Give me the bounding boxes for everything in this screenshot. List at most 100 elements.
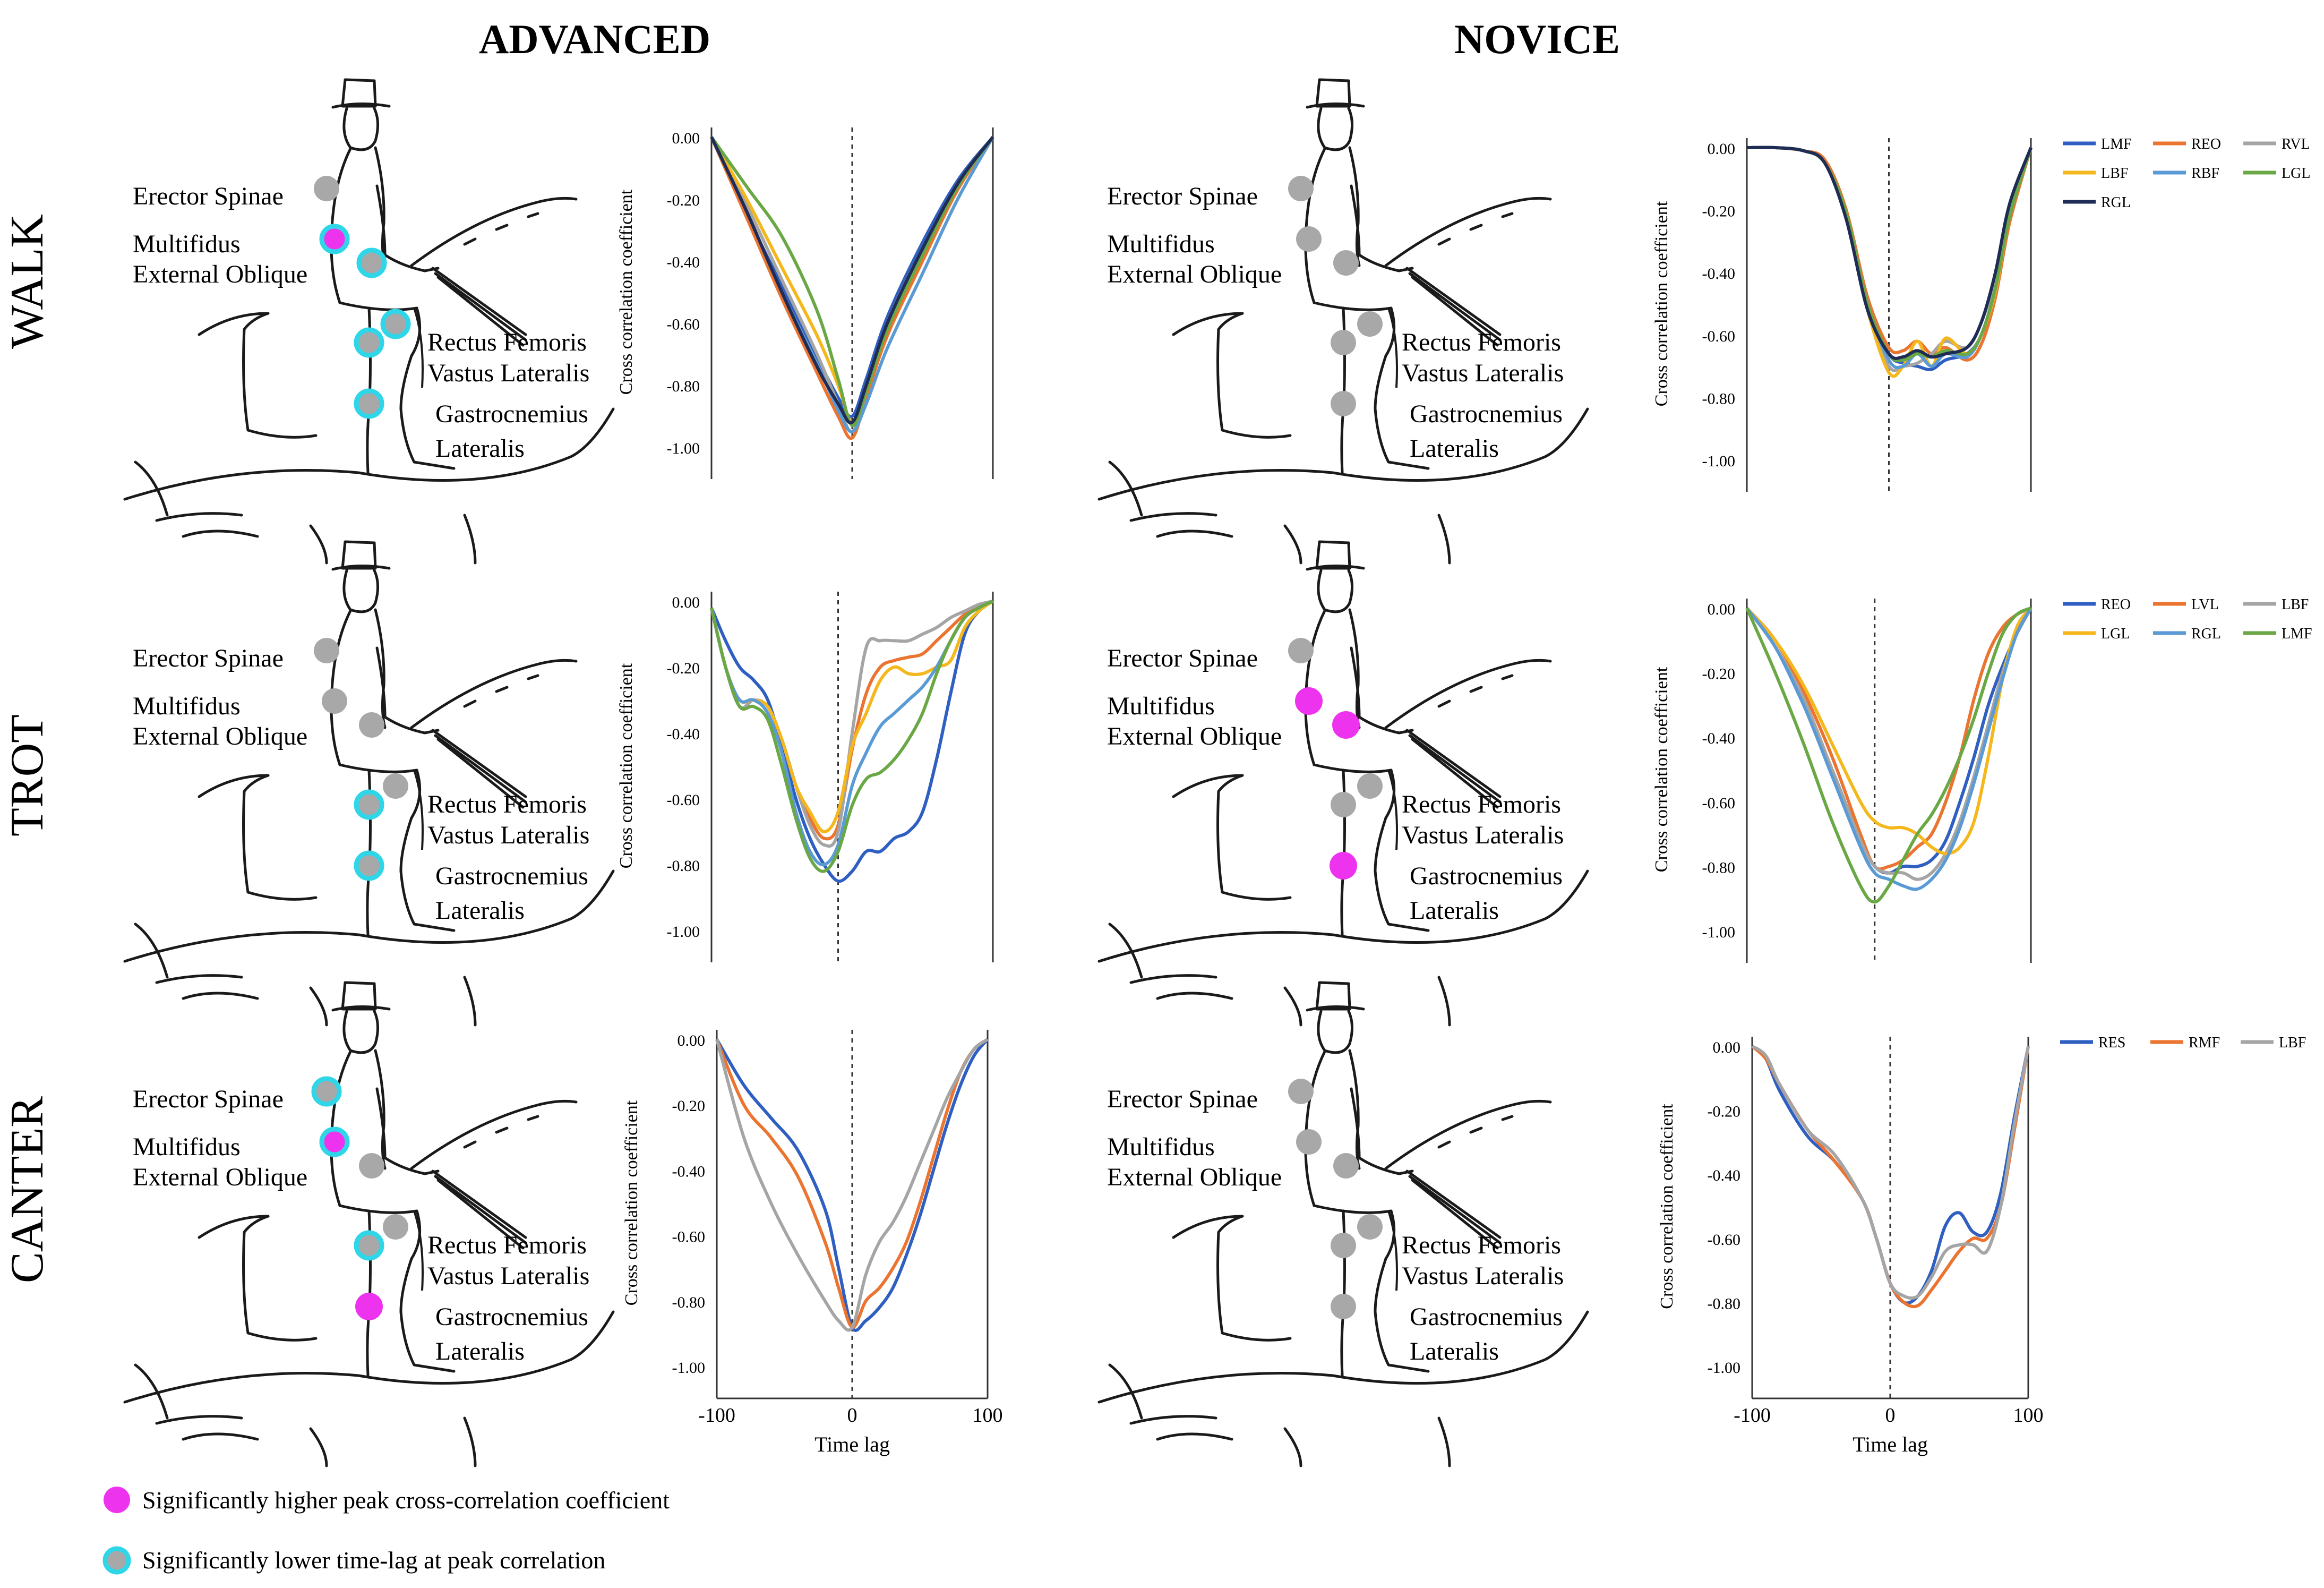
chart-trot_novice: 0.00 -0.20 -0.40 -0.60 -0.80 -1.00 Cross corre… — [1652, 596, 2312, 963]
marker-erector-spinae — [1288, 176, 1314, 201]
chart-canter_advanced: 0.00 -0.20 -0.40 -0.60 -0.80 -1.00 -100 0 100 Cro… — [622, 1030, 1003, 1456]
marker-external-oblique — [359, 712, 384, 738]
label-rectus-femoris: Rectus Femoris — [1402, 1231, 1561, 1259]
legend-label: LVL — [2191, 596, 2219, 613]
legend-item-reo: REO — [2063, 596, 2131, 613]
series-line-rvl — [715, 1038, 989, 1332]
legend-item-rgl: RGL — [2063, 194, 2131, 211]
y-axis-label: Cross correlation coefficient — [1652, 667, 1671, 872]
y-tick-label: 0.00 — [672, 130, 700, 147]
header-advanced: ADVANCED — [479, 16, 710, 62]
marker-rectus-femoris — [383, 773, 408, 799]
rider-sketch — [1097, 78, 1589, 565]
marker-external-oblique — [359, 1153, 384, 1179]
y-tick-label: -1.00 — [667, 440, 700, 457]
label-multifidus: Multifidus — [1107, 1133, 1215, 1161]
chart-trot_advanced: 0.00 -0.20 -0.40 -0.60 -0.80 -1.00 Cross corre… — [616, 592, 994, 962]
y-axis-label: Cross correlation coefficient — [622, 1100, 641, 1305]
marker-rectus-femoris — [1357, 311, 1383, 337]
series-line-res — [1751, 1045, 2030, 1305]
y-tick-label: -0.80 — [1702, 390, 1736, 407]
y-tick-label: -0.80 — [672, 1294, 706, 1311]
y-tick-label: -0.20 — [667, 192, 700, 209]
label-rectus-femoris: Rectus Femoris — [427, 1231, 587, 1259]
label-vastus-lateralis: Vastus Lateralis — [427, 359, 589, 387]
legend-cyan-marker — [102, 1546, 131, 1575]
marker-vastus-lateralis — [1331, 1233, 1356, 1258]
series-line-rgl — [1745, 607, 2033, 891]
legend-item-lmf: LMF — [2063, 136, 2132, 152]
marker-multifidus — [1295, 687, 1323, 715]
label-erector-spinae: Erector Spinae — [1107, 182, 1258, 210]
legend-item-rgl: RGL — [2153, 626, 2221, 642]
marker-gastrocnemius — [1331, 1294, 1356, 1319]
rider-sketch — [123, 981, 615, 1467]
y-tick-label: 0.00 — [1708, 601, 1736, 618]
series-line-lmf — [710, 600, 994, 883]
y-tick-label: -0.40 — [1702, 730, 1736, 747]
marker-multifidus — [322, 688, 347, 714]
legend-label: LBF — [2279, 1035, 2306, 1051]
y-tick-label: -0.40 — [1702, 265, 1736, 283]
legend-item-res: RES — [2060, 1035, 2125, 1051]
y-tick-label: -0.20 — [1708, 1103, 1741, 1121]
label-gastrocnemius: Gastrocnemius — [435, 400, 588, 428]
y-axis-label: Cross correlation coefficient — [1657, 1104, 1677, 1309]
y-tick-label: -0.60 — [667, 315, 700, 333]
label-erector-spinae: Erector Spinae — [133, 1085, 284, 1113]
marker-erector-spinae — [314, 176, 339, 201]
series-line-rgl — [710, 136, 994, 425]
x-tick-label: 0 — [847, 1404, 857, 1427]
y-tick-label: 0.00 — [1708, 140, 1736, 158]
gait-label-trot: TROT — [2, 714, 53, 836]
legend-item-rbf: RBF — [2153, 165, 2219, 182]
header-novice: NOVICE — [1454, 16, 1620, 62]
legend-label: RGL — [2101, 194, 2131, 211]
legend-label: LBF — [2282, 596, 2309, 613]
label-external-oblique: External Oblique — [1107, 260, 1282, 288]
label-vastus-lateralis: Vastus Lateralis — [1402, 1262, 1564, 1290]
legend-label: LMF — [2282, 626, 2312, 642]
series-line-reo — [710, 136, 994, 440]
y-axis-label: Cross correlation coefficient — [1652, 201, 1671, 406]
y-tick-label: -0.60 — [1702, 795, 1736, 812]
y-tick-label: 0.00 — [678, 1032, 706, 1049]
label-erector-spinae: Erector Spinae — [1107, 644, 1258, 672]
marker-rectus-femoris — [380, 309, 411, 339]
legend-magenta-text: Significantly higher peak cross-correlat… — [142, 1487, 670, 1514]
y-tick-label: -1.00 — [672, 1359, 706, 1377]
marker-gastrocnemius — [355, 1293, 383, 1320]
marker-erector-spinae — [314, 638, 339, 663]
label-external-oblique: External Oblique — [1107, 722, 1282, 750]
marker-gastrocnemius — [1330, 852, 1357, 880]
legend-label: RES — [2098, 1035, 2125, 1051]
legend-item-lbf: LBF — [2063, 165, 2128, 182]
label-lateralis: Lateralis — [1410, 897, 1499, 925]
label-lateralis: Lateralis — [435, 434, 525, 463]
label-lateralis: Lateralis — [1410, 1337, 1499, 1365]
label-gastrocnemius: Gastrocnemius — [1410, 862, 1563, 890]
legend-label: LGL — [2282, 165, 2310, 182]
marker-external-oblique — [1332, 711, 1360, 739]
series-line-lvl — [1745, 607, 2032, 871]
label-external-oblique: External Oblique — [133, 1163, 307, 1191]
label-multifidus: Multifidus — [133, 692, 241, 720]
label-lateralis: Lateralis — [435, 1337, 525, 1365]
legend-label: RVL — [2282, 136, 2310, 152]
y-tick-label: -0.60 — [1702, 328, 1736, 345]
y-tick-label: -0.80 — [667, 378, 700, 395]
gait-label-canter: CANTER — [2, 1096, 53, 1283]
x-tick-label: -100 — [1734, 1404, 1771, 1427]
y-tick-label: 0.00 — [1713, 1039, 1741, 1056]
marker-gastrocnemius — [354, 850, 384, 881]
y-tick-label: -0.80 — [1702, 859, 1736, 876]
y-tick-label: -0.60 — [1708, 1231, 1741, 1249]
marker-rectus-femoris — [1357, 1214, 1383, 1240]
legend-item-reo: REO — [2153, 136, 2221, 152]
legend-label: RGL — [2191, 626, 2221, 642]
marker-external-oblique — [356, 247, 387, 278]
x-tick-label: 100 — [2013, 1404, 2044, 1427]
marker-multifidus — [319, 224, 350, 254]
